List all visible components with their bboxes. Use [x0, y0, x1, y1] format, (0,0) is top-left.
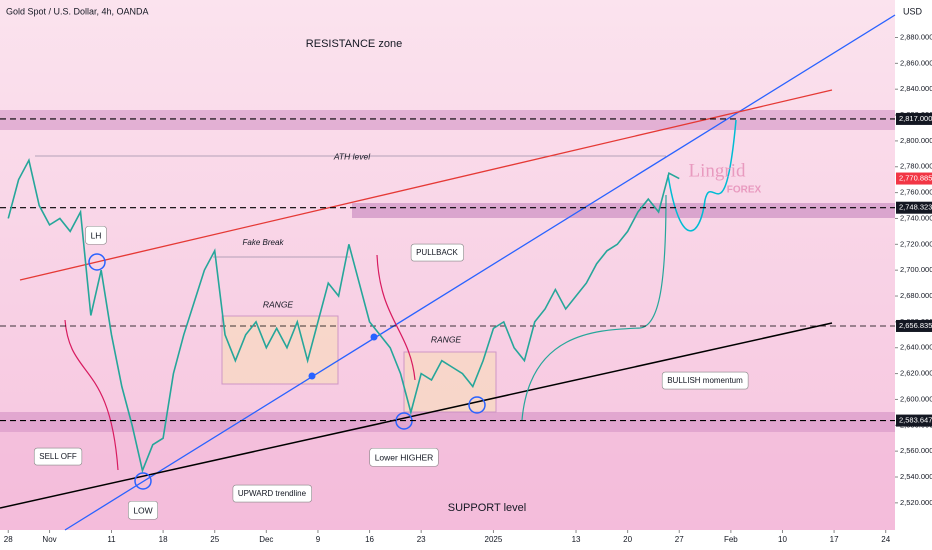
annotation: UPWARD trendline: [238, 489, 307, 498]
touch-point: [370, 333, 378, 341]
annotation: PULLBACK: [416, 248, 458, 257]
y-tick-label: 2,740.000: [900, 213, 932, 222]
level-label: 2,748.323: [899, 203, 932, 212]
y-tick-label: 2,760.000: [900, 188, 932, 197]
x-tick-label: 11: [107, 535, 116, 544]
x-tick-label: 16: [365, 535, 374, 544]
annotation: Fake Break: [243, 238, 285, 247]
level-tag: [896, 319, 932, 332]
marker-circle: [468, 396, 486, 414]
y-tick-label: 2,640.000: [900, 343, 932, 352]
resistance-zone: [0, 110, 895, 130]
currency: USD: [903, 6, 923, 16]
annotation: SUPPORT level: [448, 502, 526, 514]
y-tick-label: 2,800.000: [900, 136, 932, 145]
annotation: Lingrid: [689, 160, 746, 181]
annotation: RESISTANCE zone: [306, 38, 402, 50]
annotation-box: [128, 500, 158, 520]
annotation: LH: [91, 230, 102, 240]
pullback-arrow: [376, 254, 416, 381]
annotation-box: [369, 447, 439, 467]
x-tick-label: Feb: [724, 535, 738, 544]
x-tick-label: 28: [4, 535, 13, 544]
annotation-box: [85, 225, 107, 245]
touch-point: [308, 372, 316, 380]
range-box: [403, 351, 497, 413]
annotation-box: [661, 371, 749, 390]
y-tick-label: 2,560.000: [900, 446, 932, 455]
price-label: 2,770.885: [899, 174, 932, 183]
y-tick-label: 2,720.000: [900, 239, 932, 248]
support-zone: [0, 412, 895, 432]
level-label: 2,817.000: [899, 114, 932, 123]
level-tag: [896, 112, 932, 125]
y-tick-label: 2,700.000: [900, 265, 932, 274]
y-tick-label: 2,680.000: [900, 291, 932, 300]
level-label: 2,583.647: [899, 416, 932, 425]
y-tick-label: 2,540.000: [900, 472, 932, 481]
x-tick-label: 17: [830, 535, 839, 544]
resistance-trendline: [19, 89, 833, 281]
x-tick-label: 18: [159, 535, 168, 544]
x-tick-label: 25: [210, 535, 219, 544]
level-tag: [896, 414, 932, 427]
x-tick-label: Dec: [259, 535, 273, 544]
annotation: LOW: [133, 505, 152, 515]
momentum-curve: [521, 194, 667, 421]
x-tick-label: 23: [417, 535, 426, 544]
annotation: BULLISH momentum: [667, 376, 743, 385]
annotation-box: [410, 243, 464, 262]
y-tick-label: 2,880.000: [900, 32, 932, 41]
y-tick-label: 2,860.000: [900, 58, 932, 67]
x-tick-label: 20: [623, 535, 632, 544]
price-axis: [895, 0, 932, 550]
level-label: 2,656.835: [899, 321, 932, 330]
annotation: RANGE: [263, 299, 294, 309]
upward-trendline: [64, 14, 896, 531]
x-tick-label: 24: [881, 535, 890, 544]
y-tick-label: 2,840.000: [900, 84, 932, 93]
selloff-arrow: [64, 319, 119, 471]
annotation-box: [33, 447, 83, 466]
y-tick-label: 2,620.000: [900, 369, 932, 378]
time-axis: [0, 530, 895, 550]
x-tick-label: 27: [675, 535, 684, 544]
x-tick-label: 10: [778, 535, 787, 544]
y-tick-label: 2,520.000: [900, 498, 932, 507]
annotation: SELL OFF: [39, 452, 77, 461]
annotation: RANGE: [431, 334, 462, 344]
level-tag: [896, 201, 932, 214]
level-zone: [352, 203, 895, 218]
marker-circle: [134, 472, 152, 490]
annotation: ATH level: [333, 151, 371, 161]
marker-circle: [88, 253, 106, 271]
price-tag: [896, 172, 932, 185]
projection-curve: [667, 119, 737, 232]
x-tick-label: 9: [316, 535, 321, 544]
price-line: [7, 158, 680, 474]
annotation: Lower HIGHER: [375, 452, 434, 462]
y-tick-label: 2,780.000: [900, 162, 932, 171]
x-tick-label: 13: [572, 535, 581, 544]
x-tick-label: 2025: [485, 535, 503, 544]
y-tick-label: 2,600.000: [900, 394, 932, 403]
annotation-box: [232, 484, 312, 503]
annotation: FOREX: [727, 185, 762, 196]
x-tick-label: Nov: [42, 535, 56, 544]
support-trendline: [0, 322, 833, 509]
chart-title: Gold Spot / U.S. Dollar, 4h, OANDA: [6, 6, 149, 16]
